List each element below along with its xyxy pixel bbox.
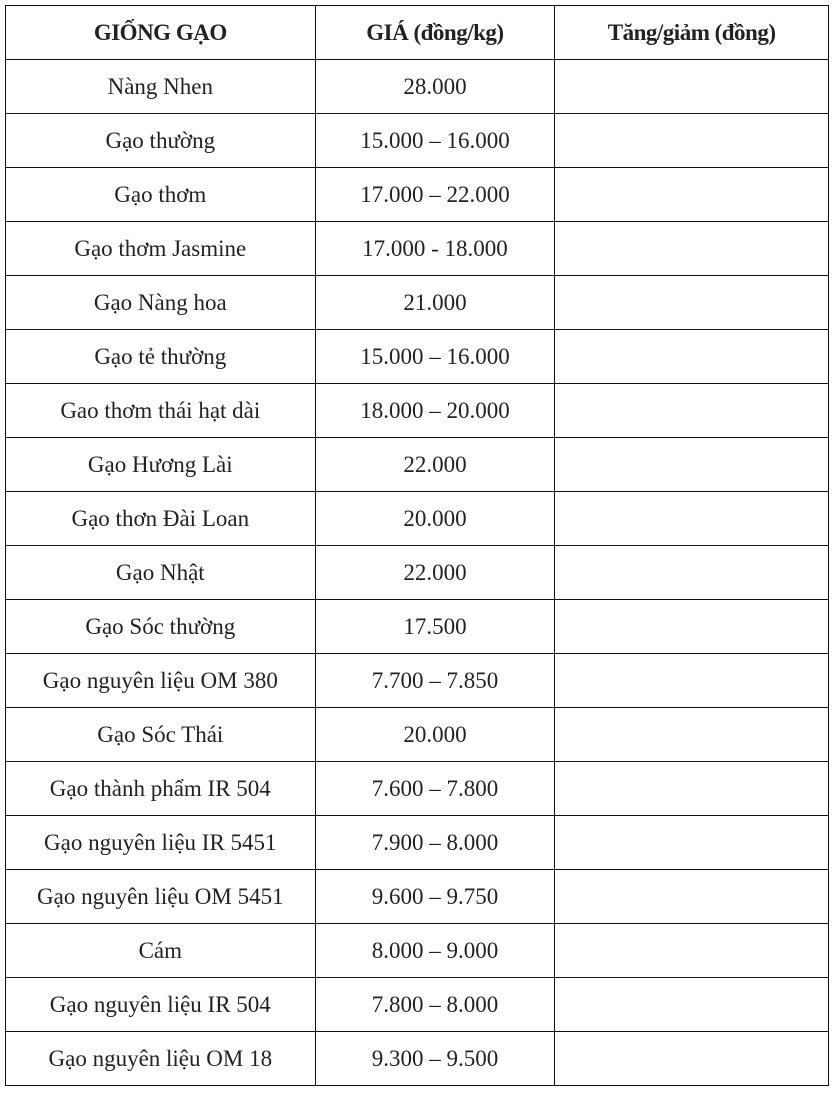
price-cell: 15.000 – 16.000 [314, 113, 556, 168]
price-cell: 17.500 [314, 599, 556, 654]
price-cell: 28.000 [314, 59, 556, 114]
change-cell [554, 599, 829, 654]
price-cell: 7.900 – 8.000 [314, 815, 556, 870]
table-row: Gạo thơm 17.000 – 22.000 [5, 167, 829, 222]
price-cell: 22.000 [314, 437, 556, 492]
variety-cell: Gạo Nhật [5, 545, 316, 600]
variety-cell: Gạo nguyên liệu IR 5451 [5, 815, 316, 870]
table-row: Gạo Hương Lài 22.000 [5, 437, 829, 492]
price-cell: 22.000 [314, 545, 556, 600]
table-row: Gạo nguyên liệu OM 380 7.700 – 7.850 [5, 653, 829, 708]
change-cell [554, 761, 829, 816]
table-row: Gạo nguyên liệu IR 5451 7.900 – 8.000 [5, 815, 829, 870]
change-cell [554, 815, 829, 870]
variety-cell: Gạo Hương Lài [5, 437, 316, 492]
table-row: Gạo nguyên liệu OM 18 9.300 – 9.500 [5, 1031, 829, 1086]
table-row: Gạo Nàng hoa 21.000 [5, 275, 829, 330]
variety-cell: Gạo nguyên liệu OM 380 [5, 653, 316, 708]
variety-cell: Gạo thơn Đài Loan [5, 491, 316, 546]
price-cell: 15.000 – 16.000 [314, 329, 556, 384]
price-cell: 9.300 – 9.500 [314, 1031, 556, 1086]
table-row: Gạo thành phẩm IR 504 7.600 – 7.800 [5, 761, 829, 816]
variety-cell: Gạo thơm [5, 167, 316, 222]
variety-cell: Gạo thành phẩm IR 504 [5, 761, 316, 816]
variety-cell: Gạo thơm Jasmine [5, 221, 316, 276]
change-cell [554, 869, 829, 924]
change-cell [554, 653, 829, 708]
variety-cell: Gạo Sóc Thái [5, 707, 316, 762]
price-cell: 8.000 – 9.000 [314, 923, 556, 978]
change-cell [554, 1031, 829, 1086]
price-cell: 18.000 – 20.000 [314, 383, 556, 438]
variety-cell: Gạo nguyên liệu OM 5451 [5, 869, 316, 924]
change-cell [554, 167, 829, 222]
change-cell [554, 275, 829, 330]
table-row: Gạo nguyên liệu IR 504 7.800 – 8.000 [5, 977, 829, 1032]
variety-cell: Gạo Sóc thường [5, 599, 316, 654]
price-cell: 7.600 – 7.800 [314, 761, 556, 816]
price-cell: 7.800 – 8.000 [314, 977, 556, 1032]
price-cell: 17.000 – 22.000 [314, 167, 556, 222]
price-cell: 21.000 [314, 275, 556, 330]
table-row: Gao thơm thái hạt dài 18.000 – 20.000 [5, 383, 829, 438]
change-cell [554, 923, 829, 978]
change-cell [554, 221, 829, 276]
table-row: Gạo thơm Jasmine 17.000 - 18.000 [5, 221, 829, 276]
change-cell [554, 977, 829, 1032]
variety-cell: Gao thơm thái hạt dài [5, 383, 316, 438]
price-cell: 9.600 – 9.750 [314, 869, 556, 924]
header-variety: GIỐNG GẠO [5, 5, 316, 60]
table-row: Gạo thơn Đài Loan 20.000 [5, 491, 829, 546]
table-row: Nàng Nhen 28.000 [5, 59, 829, 114]
table-row: Gạo thường 15.000 – 16.000 [5, 113, 829, 168]
rice-price-table: GIỐNG GẠO GIÁ (đồng/kg) Tăng/giảm (đồng)… [5, 5, 829, 1086]
change-cell [554, 383, 829, 438]
table-row: Gạo Sóc thường 17.500 [5, 599, 829, 654]
change-cell [554, 329, 829, 384]
change-cell [554, 59, 829, 114]
price-cell: 20.000 [314, 707, 556, 762]
change-cell [554, 437, 829, 492]
change-cell [554, 707, 829, 762]
table-row: Cám 8.000 – 9.000 [5, 923, 829, 978]
variety-cell: Gạo Nàng hoa [5, 275, 316, 330]
table-row: Gạo Nhật 22.000 [5, 545, 829, 600]
variety-cell: Gạo nguyên liệu OM 18 [5, 1031, 316, 1086]
price-cell: 17.000 - 18.000 [314, 221, 556, 276]
header-change: Tăng/giảm (đồng) [554, 5, 829, 60]
table-row: Gạo Sóc Thái 20.000 [5, 707, 829, 762]
change-cell [554, 113, 829, 168]
variety-cell: Nàng Nhen [5, 59, 316, 114]
header-price: GIÁ (đồng/kg) [314, 5, 556, 60]
change-cell [554, 491, 829, 546]
price-cell: 7.700 – 7.850 [314, 653, 556, 708]
variety-cell: Gạo tẻ thường [5, 329, 316, 384]
header-row: GIỐNG GẠO GIÁ (đồng/kg) Tăng/giảm (đồng) [5, 5, 829, 60]
table-row: Gạo nguyên liệu OM 5451 9.600 – 9.750 [5, 869, 829, 924]
change-cell [554, 545, 829, 600]
variety-cell: Gạo thường [5, 113, 316, 168]
variety-cell: Cám [5, 923, 316, 978]
variety-cell: Gạo nguyên liệu IR 504 [5, 977, 316, 1032]
price-cell: 20.000 [314, 491, 556, 546]
table-row: Gạo tẻ thường 15.000 – 16.000 [5, 329, 829, 384]
